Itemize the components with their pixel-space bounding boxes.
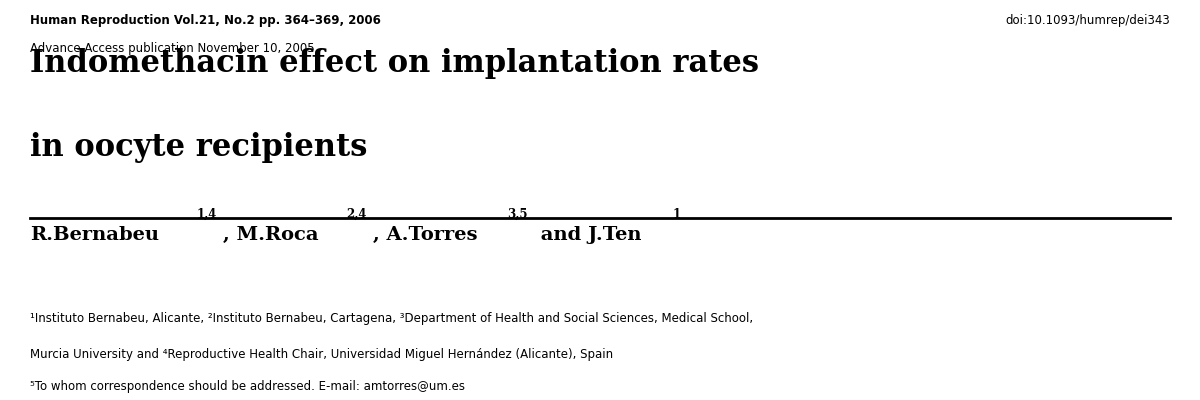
Text: in oocyte recipients: in oocyte recipients xyxy=(30,132,367,163)
Text: Murcia University and ⁴Reproductive Health Chair, Universidad Miguel Hernández (: Murcia University and ⁴Reproductive Heal… xyxy=(30,348,613,361)
Text: R.Bernabeu: R.Bernabeu xyxy=(30,226,158,244)
Text: , M.Roca: , M.Roca xyxy=(223,226,318,244)
Text: and J.Ten: and J.Ten xyxy=(534,226,641,244)
Text: 1: 1 xyxy=(672,208,680,221)
Text: Indomethacin effect on implantation rates: Indomethacin effect on implantation rate… xyxy=(30,48,760,79)
Text: ⁵To whom correspondence should be addressed. E-mail: amtorres@um.es: ⁵To whom correspondence should be addres… xyxy=(30,380,466,393)
Text: Advance Access publication November 10, 2005.: Advance Access publication November 10, … xyxy=(30,42,318,55)
Text: ¹Instituto Bernabeu, Alicante, ²Instituto Bernabeu, Cartagena, ³Department of He: ¹Instituto Bernabeu, Alicante, ²Institut… xyxy=(30,312,754,325)
Text: 1,4: 1,4 xyxy=(197,208,217,221)
Text: 3,5: 3,5 xyxy=(508,208,528,221)
Text: , A.Torres: , A.Torres xyxy=(372,226,478,244)
Text: 2,4: 2,4 xyxy=(346,208,367,221)
Text: Human Reproduction Vol.21, No.2 pp. 364–369, 2006: Human Reproduction Vol.21, No.2 pp. 364–… xyxy=(30,14,380,27)
Text: doi:10.1093/humrep/dei343: doi:10.1093/humrep/dei343 xyxy=(1006,14,1170,27)
